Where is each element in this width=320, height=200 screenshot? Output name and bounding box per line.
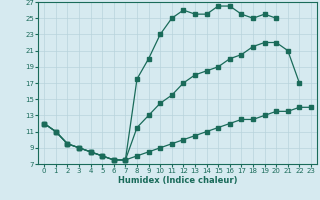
X-axis label: Humidex (Indice chaleur): Humidex (Indice chaleur) xyxy=(118,176,237,185)
